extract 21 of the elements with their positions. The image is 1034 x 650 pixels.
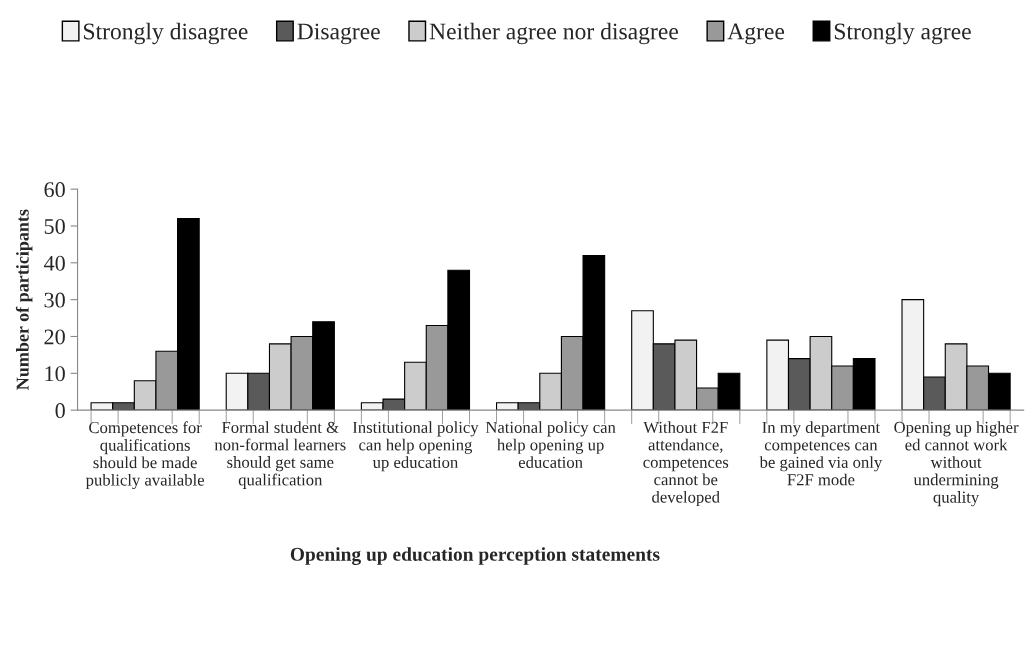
y-tick-label: 20 xyxy=(44,329,65,345)
legend-label: Disagree xyxy=(297,23,380,45)
x-tick-label: Formal student & non-formal learners should get same qualification xyxy=(214,421,346,489)
x-axis-title: Opening up education perception statements xyxy=(290,547,660,565)
legend-label: Strongly disagree xyxy=(84,22,248,45)
y-tick-label: 60 xyxy=(44,182,65,198)
x-tick-label: Institutional policy can help opening up education xyxy=(352,421,479,472)
x-tick-label: Competences for qualifications should be made publicly available xyxy=(85,421,205,490)
legend-label: Agree xyxy=(727,23,785,45)
x-tick-label: Opening up higher ed cannot work without undermining quality xyxy=(894,421,1019,507)
y-tick-label: 40 xyxy=(43,255,65,271)
y-tick-label: 50 xyxy=(44,218,65,234)
x-tick-label: National policy can help opening up education xyxy=(485,421,616,468)
y-tick-label: 0 xyxy=(55,403,65,419)
legend-label: Neither agree nor disagree xyxy=(429,22,678,45)
y-tick-label: 10 xyxy=(45,366,65,382)
x-tick-label: Without F2F attendance, competences cannot be developed xyxy=(643,421,729,507)
x-tick-label: In my department competences can be gained via only F2F mode xyxy=(759,421,883,486)
legend-label: Strongly agree xyxy=(834,22,971,45)
y-tick-label: 30 xyxy=(44,292,65,308)
y-axis-title: Number of participants xyxy=(15,209,33,390)
